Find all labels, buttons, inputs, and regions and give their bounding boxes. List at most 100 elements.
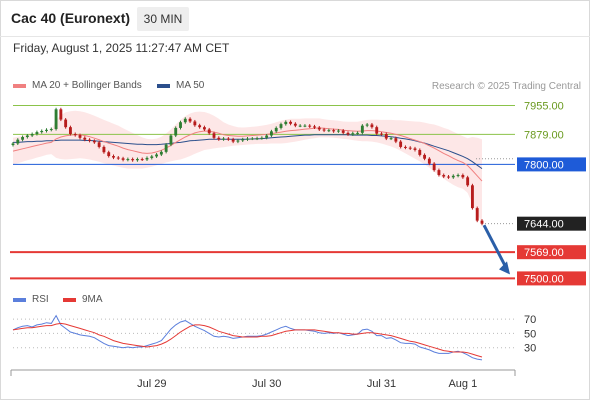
candle-body bbox=[121, 158, 125, 160]
candle bbox=[179, 120, 182, 130]
candle bbox=[35, 130, 39, 136]
candle bbox=[207, 127, 211, 135]
candle bbox=[73, 132, 77, 137]
candle bbox=[246, 137, 249, 141]
candle-body bbox=[140, 159, 144, 161]
candle bbox=[126, 157, 130, 162]
candle bbox=[456, 173, 460, 178]
candle-body bbox=[442, 175, 446, 177]
x-axis-label-Jul-29: Jul 29 bbox=[137, 378, 166, 390]
legend-rsi-label: RSI bbox=[32, 294, 49, 305]
candle-body bbox=[303, 125, 307, 127]
candle bbox=[399, 140, 403, 149]
level-label-7879.00: 7879.00 bbox=[524, 129, 564, 141]
candle bbox=[442, 173, 446, 179]
candle-body bbox=[179, 122, 182, 128]
timeframe-badge[interactable]: 30 MIN bbox=[137, 7, 189, 31]
candle bbox=[64, 118, 68, 129]
ma20-line bbox=[12, 127, 483, 182]
candle-body bbox=[351, 133, 355, 135]
candle bbox=[365, 122, 369, 128]
chart-header: Cac 40 (Euronext) 30 MIN bbox=[0, 0, 590, 36]
instrument-title: Cac 40 (Euronext) bbox=[11, 10, 131, 26]
x-axis-label-Jul-30: Jul 30 bbox=[252, 378, 281, 390]
candle bbox=[116, 156, 120, 160]
candle-body bbox=[365, 124, 369, 126]
candle-body bbox=[423, 154, 427, 159]
legend-ma50: MA 50 bbox=[157, 80, 204, 91]
candle-body bbox=[97, 142, 101, 147]
last-price-label: 7644.00 bbox=[524, 219, 564, 231]
copyright-text: Research © 2025 Trading Central bbox=[431, 81, 581, 92]
candle bbox=[461, 173, 465, 179]
candle-body bbox=[45, 129, 48, 131]
candle-body bbox=[64, 119, 68, 128]
candle-body bbox=[202, 127, 206, 130]
candle-body bbox=[399, 141, 403, 147]
candle-body bbox=[475, 208, 479, 221]
candle bbox=[279, 122, 283, 130]
candle bbox=[25, 134, 29, 139]
candle-body bbox=[341, 130, 345, 133]
candle bbox=[394, 136, 398, 144]
candle-body bbox=[78, 135, 82, 138]
candle-body bbox=[131, 159, 135, 161]
candle bbox=[226, 137, 230, 141]
candle bbox=[289, 120, 293, 126]
bollinger-band-fill bbox=[13, 110, 482, 223]
candle-body bbox=[332, 130, 336, 132]
candle-body bbox=[126, 159, 130, 161]
candle-body bbox=[289, 121, 293, 124]
candle bbox=[346, 131, 350, 136]
rsi-swatch bbox=[13, 297, 26, 302]
header-divider bbox=[0, 36, 590, 37]
candle-body bbox=[88, 139, 92, 141]
candle bbox=[351, 131, 355, 136]
candle-body bbox=[92, 140, 96, 143]
candle bbox=[135, 157, 139, 162]
candle-body bbox=[236, 140, 240, 142]
candle-body bbox=[480, 220, 484, 224]
candle bbox=[183, 117, 187, 124]
candle bbox=[121, 156, 125, 162]
candle-body bbox=[25, 135, 29, 138]
candle bbox=[145, 156, 149, 161]
candle-body bbox=[68, 127, 72, 134]
candle-body bbox=[155, 154, 159, 157]
candle bbox=[40, 129, 44, 134]
candle-body bbox=[284, 121, 288, 125]
projection-arrow-head bbox=[499, 261, 510, 275]
candle bbox=[432, 162, 436, 172]
candle bbox=[418, 148, 422, 157]
candle-body bbox=[293, 123, 297, 126]
candle bbox=[298, 124, 302, 128]
candle bbox=[451, 174, 455, 179]
candle-body bbox=[35, 132, 39, 134]
candle-body bbox=[461, 175, 465, 178]
candle-body bbox=[116, 157, 120, 159]
candle bbox=[380, 132, 383, 136]
candle bbox=[102, 145, 106, 154]
candle-body bbox=[298, 125, 302, 127]
candle bbox=[131, 157, 135, 162]
x-axis-label-Aug-1: Aug 1 bbox=[448, 378, 477, 390]
candle-body bbox=[49, 129, 53, 131]
candle-body bbox=[322, 129, 326, 131]
candle bbox=[159, 150, 163, 157]
legend-ma20-label: MA 20 + Bollinger Bands bbox=[32, 80, 142, 91]
candle bbox=[107, 150, 111, 158]
candle-body bbox=[470, 185, 474, 209]
candle bbox=[217, 136, 221, 141]
ma20-swatch bbox=[13, 83, 26, 88]
rsi-tick-30: 30 bbox=[524, 343, 536, 355]
ma50-swatch bbox=[157, 83, 170, 88]
candle bbox=[78, 133, 82, 140]
candle bbox=[265, 134, 269, 140]
candle bbox=[83, 136, 87, 142]
candle bbox=[317, 126, 321, 131]
candle bbox=[212, 131, 216, 140]
candle bbox=[250, 137, 254, 141]
level-tag-7800.00 bbox=[517, 157, 586, 172]
level-label-7955.00: 7955.00 bbox=[524, 101, 564, 113]
candle-body bbox=[356, 132, 360, 134]
